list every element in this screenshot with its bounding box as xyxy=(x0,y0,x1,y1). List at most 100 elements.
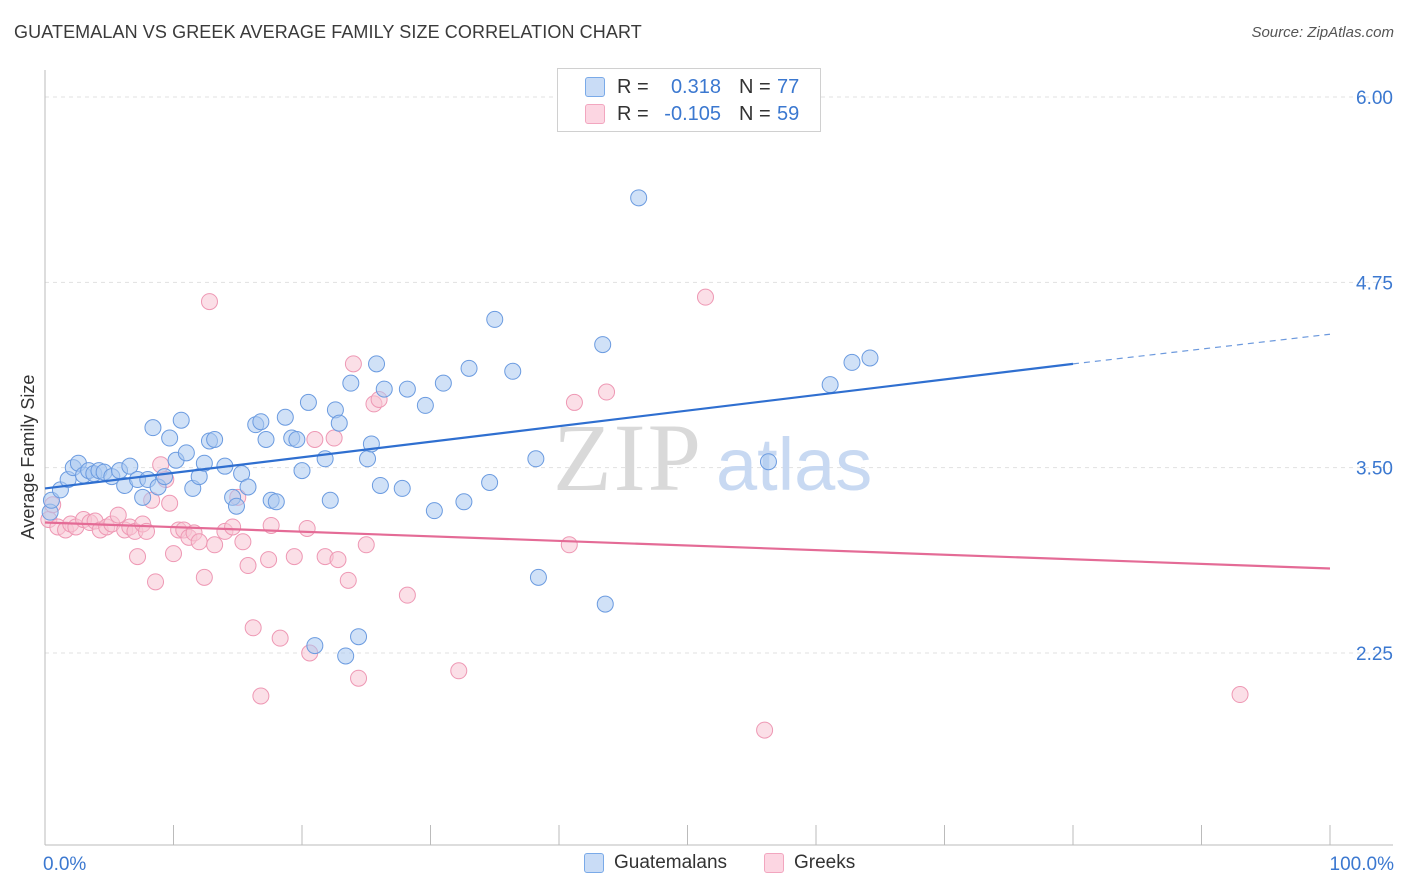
watermark: ZIP atlas xyxy=(553,404,872,511)
y-tick-label: 6.00 xyxy=(1356,88,1393,109)
data-point-guatemalan xyxy=(239,478,257,496)
y-tick-label: 3.50 xyxy=(1356,459,1393,480)
data-point-greek xyxy=(298,519,316,537)
data-point-guatemalan xyxy=(276,408,294,426)
data-point-guatemalan xyxy=(195,454,213,472)
data-point-guatemalan xyxy=(861,349,879,367)
data-point-greek xyxy=(244,619,262,637)
data-point-guatemalan xyxy=(594,336,612,354)
x-tick-label: 100.0% xyxy=(1330,854,1395,875)
data-point-guatemalan xyxy=(161,429,179,447)
legend-swatch-blue xyxy=(585,77,605,97)
data-point-guatemalan xyxy=(630,189,648,207)
legend-swatch-pink xyxy=(585,104,605,124)
data-point-guatemalan xyxy=(371,476,389,494)
data-point-greek xyxy=(398,586,416,604)
axes xyxy=(44,70,1393,846)
trend-line-guatemalans xyxy=(44,362,1074,490)
data-point-guatemalan xyxy=(843,353,861,371)
data-point-guatemalan xyxy=(227,497,245,515)
data-point-greek xyxy=(239,557,257,575)
data-point-greek xyxy=(756,721,774,739)
bottom-legend-swatch-pink xyxy=(764,853,784,873)
series-greeks xyxy=(40,288,1249,739)
data-point-greek xyxy=(1231,686,1249,704)
trend-lines xyxy=(44,333,1331,570)
legend-n-value: 59 xyxy=(777,102,800,125)
data-point-guatemalan xyxy=(416,396,434,414)
x-tick-label: 0.0% xyxy=(43,854,86,875)
data-point-guatemalan xyxy=(299,393,317,411)
bottom-legend-greeks: Greeks xyxy=(764,852,855,874)
data-point-greek xyxy=(109,506,127,524)
data-point-guatemalan xyxy=(368,355,386,373)
bottom-legend-label: Greeks xyxy=(794,852,856,873)
data-point-guatemalan xyxy=(342,374,360,392)
data-point-greek xyxy=(147,573,165,591)
data-point-guatemalan xyxy=(398,380,416,398)
data-point-guatemalan xyxy=(527,450,545,468)
data-point-greek xyxy=(260,551,278,569)
data-point-guatemalan xyxy=(306,637,324,655)
watermark-zip: ZIP xyxy=(553,404,703,511)
data-point-guatemalan xyxy=(350,628,368,646)
data-point-greek xyxy=(165,545,182,563)
x-tick-labels: 0.0% 100.0% xyxy=(43,854,1394,875)
bottom-legend-swatch-blue xyxy=(584,853,604,873)
data-point-guatemalan xyxy=(288,430,306,448)
legend-r-label: R = xyxy=(617,102,649,125)
data-point-guatemalan xyxy=(359,450,377,468)
data-point-guatemalan xyxy=(460,359,478,377)
data-point-guatemalan xyxy=(206,430,224,448)
legend-n-label: N = xyxy=(739,75,771,98)
data-point-guatemalan xyxy=(375,380,393,398)
data-point-greek xyxy=(450,662,468,680)
data-point-greek xyxy=(252,687,270,705)
data-point-guatemalan xyxy=(504,362,522,380)
legend-row-greeks: R = -0.105 N = 59 xyxy=(558,101,799,127)
data-point-guatemalan xyxy=(486,310,504,328)
legend-r-label: R = xyxy=(617,75,649,98)
data-point-greek xyxy=(357,536,375,554)
data-point-greek xyxy=(325,429,343,447)
data-point-greek xyxy=(350,669,368,687)
legend: R = 0.318 N = 77 R = -0.105 N = 59 xyxy=(557,68,821,132)
grid-lines xyxy=(45,96,1390,654)
chart-title: GUATEMALAN VS GREEK AVERAGE FAMILY SIZE … xyxy=(14,22,642,42)
data-point-guatemalan xyxy=(121,457,139,475)
data-point-greek xyxy=(138,522,156,540)
data-point-greek xyxy=(696,288,714,306)
y-tick-labels: 2.25 3.50 4.75 6.00 xyxy=(1356,88,1393,665)
trend-line-greeks xyxy=(44,521,1331,570)
data-point-guatemalan xyxy=(337,647,355,665)
data-point-greek xyxy=(306,430,324,448)
data-point-guatemalan xyxy=(156,468,174,486)
y-tick-label: 2.25 xyxy=(1356,644,1393,665)
data-point-greek xyxy=(129,548,147,566)
data-point-guatemalan xyxy=(759,453,777,471)
data-point-guatemalan xyxy=(321,491,339,509)
data-point-guatemalan xyxy=(177,444,195,462)
data-point-greek xyxy=(339,571,357,589)
y-tick-label: 4.75 xyxy=(1356,273,1393,294)
data-point-guatemalan xyxy=(267,493,285,511)
legend-row-guatemalans: R = 0.318 N = 77 xyxy=(558,74,799,100)
data-point-guatemalan xyxy=(330,414,348,432)
data-point-guatemalan xyxy=(596,595,614,613)
data-point-guatemalan xyxy=(293,462,311,480)
data-point-greek xyxy=(161,494,179,512)
watermark-atlas: atlas xyxy=(716,423,872,506)
data-point-greek xyxy=(234,533,252,551)
source-credit: Source: ZipAtlas.com xyxy=(1251,24,1394,41)
data-point-greek xyxy=(329,551,347,569)
data-point-greek xyxy=(344,355,362,373)
data-point-greek xyxy=(206,536,224,554)
data-point-greek xyxy=(190,533,208,551)
data-point-guatemalan xyxy=(434,374,452,392)
data-point-guatemalan xyxy=(257,430,275,448)
legend-r-value: -0.105 xyxy=(664,102,721,125)
legend-n-label: N = xyxy=(739,102,771,125)
bottom-legend-label: Guatemalans xyxy=(614,852,728,873)
data-point-guatemalan xyxy=(172,411,190,429)
